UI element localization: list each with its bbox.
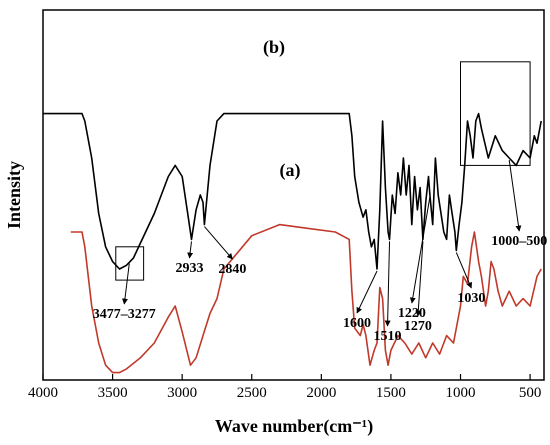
y-axis-label: Intensity — [4, 161, 24, 229]
peak-label: 2840 — [218, 262, 246, 277]
annotation-boxes — [115, 61, 531, 281]
series-line-b — [70, 223, 542, 374]
annotation-arrow — [121, 263, 130, 305]
series-line-a — [43, 112, 542, 270]
series-labels: (b) (a) — [263, 37, 301, 181]
annotation-arrow — [187, 241, 194, 259]
x-tick-label: 2000 — [306, 385, 336, 401]
annotation-arrow — [384, 241, 391, 327]
annotation-arrow — [409, 196, 431, 304]
x-axis-label: Wave number(cm⁻¹) — [215, 416, 373, 437]
peak-label: 1510 — [374, 329, 402, 344]
annotation-arrow — [508, 159, 522, 232]
x-tick-label: 500 — [519, 385, 542, 401]
peak-label: 1270 — [404, 319, 432, 334]
peak-label: 3477–3277 — [93, 307, 156, 322]
annotation-arrow — [455, 252, 472, 289]
peak-label: 1030 — [457, 291, 485, 306]
series-label-a: (a) — [280, 160, 301, 181]
peak-label: 1000–500 — [491, 234, 547, 249]
annotation-arrow — [415, 241, 424, 317]
x-tick-label: 3000 — [167, 385, 197, 401]
x-tick-label: 4000 — [28, 385, 58, 401]
plot-frame — [42, 9, 545, 381]
annotation-arrow — [204, 226, 233, 260]
x-tick-label: 1000 — [446, 385, 476, 401]
peak-label: 2933 — [175, 261, 203, 276]
peak-label: 1220 — [398, 306, 426, 321]
x-tick-label: 2500 — [237, 385, 267, 401]
annotation-box — [115, 246, 145, 281]
peak-label: 1600 — [343, 316, 371, 331]
series-label-b: (b) — [263, 37, 285, 58]
x-axis-ticks: 4000 3500 3000 2500 2000 1500 1000 500 — [28, 374, 541, 401]
annotation-box — [460, 61, 531, 166]
x-tick-label: 3500 — [98, 385, 128, 401]
annotation-arrow — [356, 270, 378, 314]
x-tick-label: 1500 — [376, 385, 406, 401]
spectra — [43, 112, 542, 374]
